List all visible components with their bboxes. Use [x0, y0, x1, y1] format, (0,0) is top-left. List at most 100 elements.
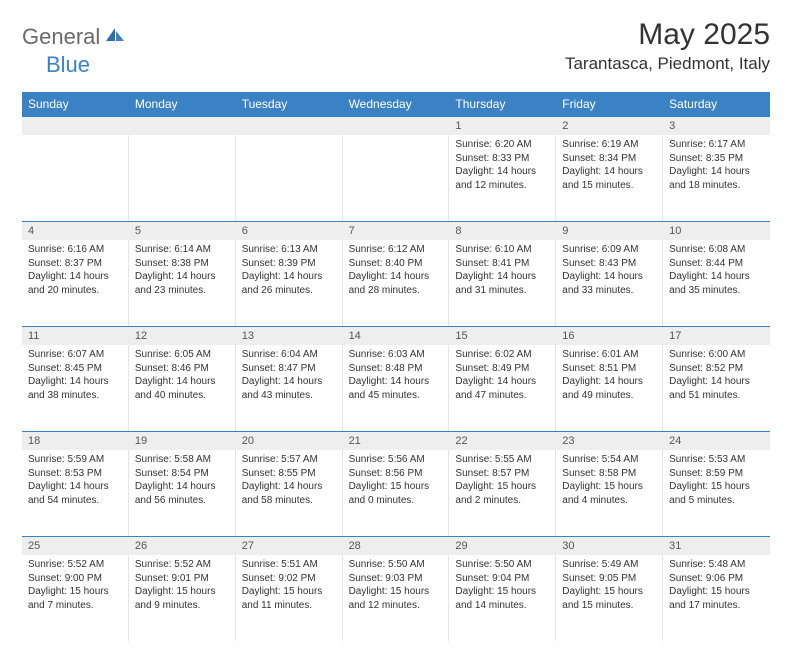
- weekday-fri: Friday: [556, 92, 663, 116]
- sunset-line: Sunset: 8:46 PM: [135, 362, 229, 376]
- daynum-row: 45678910: [22, 221, 770, 240]
- day-number: 4: [22, 222, 129, 240]
- day-cell: Sunrise: 5:58 AMSunset: 8:54 PMDaylight:…: [129, 450, 236, 536]
- day-info: Sunrise: 6:03 AMSunset: 8:48 PMDaylight:…: [343, 345, 449, 408]
- sunset-line: Sunset: 8:37 PM: [28, 257, 122, 271]
- day-cell: Sunrise: 6:09 AMSunset: 8:43 PMDaylight:…: [556, 240, 663, 326]
- week-row: Sunrise: 6:20 AMSunset: 8:33 PMDaylight:…: [22, 135, 770, 221]
- sunrise-line: Sunrise: 5:59 AM: [28, 453, 122, 467]
- day-cell: Sunrise: 6:00 AMSunset: 8:52 PMDaylight:…: [663, 345, 770, 431]
- day-number: 24: [663, 432, 770, 450]
- week-row: Sunrise: 5:59 AMSunset: 8:53 PMDaylight:…: [22, 450, 770, 536]
- weekday-thu: Thursday: [449, 92, 556, 116]
- daylight-line: Daylight: 14 hours and 45 minutes.: [349, 375, 443, 402]
- day-number: 18: [22, 432, 129, 450]
- day-info: Sunrise: 5:55 AMSunset: 8:57 PMDaylight:…: [449, 450, 555, 513]
- daylight-line: Daylight: 15 hours and 17 minutes.: [669, 585, 764, 612]
- calendar-page: General May 2025 Tarantasca, Piedmont, I…: [0, 0, 792, 659]
- sunrise-line: Sunrise: 6:00 AM: [669, 348, 764, 362]
- daylight-line: Daylight: 15 hours and 0 minutes.: [349, 480, 443, 507]
- day-cell: Sunrise: 5:50 AMSunset: 9:03 PMDaylight:…: [343, 555, 450, 641]
- day-number: 17: [663, 327, 770, 345]
- sunset-line: Sunset: 8:54 PM: [135, 467, 229, 481]
- sunrise-line: Sunrise: 6:03 AM: [349, 348, 443, 362]
- day-info: Sunrise: 6:14 AMSunset: 8:38 PMDaylight:…: [129, 240, 235, 303]
- day-cell: Sunrise: 6:02 AMSunset: 8:49 PMDaylight:…: [449, 345, 556, 431]
- weekday-sat: Saturday: [663, 92, 770, 116]
- sunset-line: Sunset: 8:33 PM: [455, 152, 549, 166]
- sunset-line: Sunset: 8:48 PM: [349, 362, 443, 376]
- day-number: 26: [129, 537, 236, 555]
- month-title: May 2025: [565, 18, 770, 52]
- day-cell: Sunrise: 6:16 AMSunset: 8:37 PMDaylight:…: [22, 240, 129, 326]
- day-cell: [236, 135, 343, 221]
- day-number: 31: [663, 537, 770, 555]
- day-number: 23: [556, 432, 663, 450]
- day-info: Sunrise: 5:49 AMSunset: 9:05 PMDaylight:…: [556, 555, 662, 618]
- day-cell: [343, 135, 450, 221]
- week-row: Sunrise: 6:07 AMSunset: 8:45 PM Daylight:…: [22, 345, 770, 431]
- day-info: Sunrise: 6:10 AMSunset: 8:41 PMDaylight:…: [449, 240, 555, 303]
- sunset-line: Sunset: 9:03 PM: [349, 572, 443, 586]
- sunrise-line: Sunrise: 5:55 AM: [455, 453, 549, 467]
- calendar-grid: 123Sunrise: 6:20 AMSunset: 8:33 PMDaylig…: [22, 116, 770, 641]
- daynum-row: 11121314151617: [22, 326, 770, 345]
- day-number: 21: [343, 432, 450, 450]
- sunset-line: Sunset: 8:44 PM: [669, 257, 764, 271]
- sunset-line: Sunset: 8:52 PM: [669, 362, 764, 376]
- day-info: Sunrise: 6:16 AMSunset: 8:37 PMDaylight:…: [22, 240, 128, 303]
- sunrise-line: Sunrise: 6:17 AM: [669, 138, 764, 152]
- day-cell: Sunrise: 5:57 AMSunset: 8:55 PMDaylight:…: [236, 450, 343, 536]
- sunrise-line: Sunrise: 5:56 AM: [349, 453, 443, 467]
- day-info: Sunrise: 5:56 AMSunset: 8:56 PMDaylight:…: [343, 450, 449, 513]
- weekday-header: Sunday Monday Tuesday Wednesday Thursday…: [22, 92, 770, 116]
- day-info: Sunrise: 5:50 AMSunset: 9:04 PMDaylight:…: [449, 555, 555, 618]
- daynum-row: 25262728293031: [22, 536, 770, 555]
- sunset-line: Sunset: 9:04 PM: [455, 572, 549, 586]
- day-cell: [129, 135, 236, 221]
- sunset-line: Sunset: 8:34 PM: [562, 152, 656, 166]
- day-number: 11: [22, 327, 129, 345]
- sunrise-line: Sunrise: 6:08 AM: [669, 243, 764, 257]
- daylight-line: Daylight: 14 hours and 33 minutes.: [562, 270, 656, 297]
- daylight-line: Daylight: 14 hours and 49 minutes.: [562, 375, 656, 402]
- day-info: Sunrise: 5:53 AMSunset: 8:59 PMDaylight:…: [663, 450, 770, 513]
- sunset-line: Sunset: 8:45 PM: [28, 362, 122, 376]
- daylight-line: Daylight: 15 hours and 11 minutes.: [242, 585, 336, 612]
- day-info: Sunrise: 5:52 AMSunset: 9:00 PMDaylight:…: [22, 555, 128, 618]
- week-row: Sunrise: 5:52 AMSunset: 9:00 PMDaylight:…: [22, 555, 770, 641]
- day-info: Sunrise: 6:00 AMSunset: 8:52 PMDaylight:…: [663, 345, 770, 408]
- weekday-wed: Wednesday: [343, 92, 450, 116]
- day-number: 30: [556, 537, 663, 555]
- daylight-line: Daylight: 15 hours and 9 minutes.: [135, 585, 229, 612]
- sunset-line: Sunset: 9:06 PM: [669, 572, 764, 586]
- daylight-line: Daylight: 14 hours and 35 minutes.: [669, 270, 764, 297]
- day-cell: Sunrise: 5:54 AMSunset: 8:58 PMDaylight:…: [556, 450, 663, 536]
- day-info: Sunrise: 6:02 AMSunset: 8:49 PMDaylight:…: [449, 345, 555, 408]
- daynum-row: 123: [22, 116, 770, 135]
- sunset-line: Sunset: 8:51 PM: [562, 362, 656, 376]
- sunset-line: Sunset: 8:55 PM: [242, 467, 336, 481]
- daylight-line: Daylight: 14 hours and 43 minutes.: [242, 375, 336, 402]
- day-number: 13: [236, 327, 343, 345]
- day-cell: Sunrise: 6:08 AMSunset: 8:44 PMDaylight:…: [663, 240, 770, 326]
- day-info: Sunrise: 6:05 AMSunset: 8:46 PMDaylight:…: [129, 345, 235, 408]
- day-cell: Sunrise: 6:19 AMSunset: 8:34 PMDaylight:…: [556, 135, 663, 221]
- day-number: 14: [343, 327, 450, 345]
- day-info: Sunrise: 5:54 AMSunset: 8:58 PMDaylight:…: [556, 450, 662, 513]
- sunset-line: Sunset: 8:59 PM: [669, 467, 764, 481]
- sunrise-line: Sunrise: 6:07 AM: [28, 348, 122, 362]
- sunrise-line: Sunrise: 5:57 AM: [242, 453, 336, 467]
- day-info: Sunrise: 5:51 AMSunset: 9:02 PMDaylight:…: [236, 555, 342, 618]
- sunset-line: Sunset: 8:40 PM: [349, 257, 443, 271]
- day-info: Sunrise: 5:58 AMSunset: 8:54 PMDaylight:…: [129, 450, 235, 513]
- daylight-line: Daylight: 15 hours and 2 minutes.: [455, 480, 549, 507]
- title-block: May 2025 Tarantasca, Piedmont, Italy: [565, 18, 770, 74]
- day-number: [22, 117, 129, 135]
- sunrise-line: Sunrise: 5:58 AM: [135, 453, 229, 467]
- weekday-mon: Monday: [129, 92, 236, 116]
- sunrise-line: Sunrise: 5:48 AM: [669, 558, 764, 572]
- daylight-line: Daylight: 14 hours and 47 minutes.: [455, 375, 549, 402]
- day-cell: Sunrise: 6:04 AMSunset: 8:47 PMDaylight:…: [236, 345, 343, 431]
- day-number: 28: [343, 537, 450, 555]
